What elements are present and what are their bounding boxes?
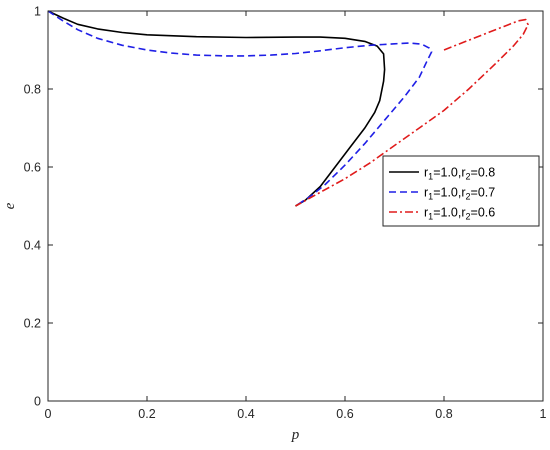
series-layer <box>47 10 529 207</box>
legend-box <box>382 155 540 227</box>
series-line-3 <box>295 18 529 207</box>
series-line-1 <box>47 10 386 207</box>
y-tick-label: 0.6 <box>24 161 41 175</box>
x-axis-label: p <box>291 427 300 443</box>
y-axis-label: e <box>2 202 18 209</box>
ticks-layer: 0 0.2 0.4 0.6 0.8 1 0 0.2 0.4 0.6 0.8 1 <box>24 5 547 422</box>
y-tick-label: 0.8 <box>24 83 41 97</box>
legend: r1=1.0,r2=0.8 r1=1.0,r2=0.7 r1=1.0,r2=0.6 <box>382 155 540 227</box>
y-tick-label: 0.4 <box>24 239 41 253</box>
x-tick-label: 0.6 <box>336 407 353 421</box>
x-tick-label: 1 <box>540 407 547 421</box>
x-tick-label: 0 <box>45 407 52 421</box>
x-tick-label: 0.8 <box>435 407 452 421</box>
x-tick-label: 0.4 <box>237 407 254 421</box>
y-tick-label: 0.2 <box>24 317 41 331</box>
series-line-2 <box>47 10 433 207</box>
legend-label-3: r1=1.0,r2=0.6 <box>424 206 495 222</box>
legend-label-2: r1=1.0,r2=0.7 <box>424 186 495 202</box>
y-tick-label: 0 <box>34 395 41 409</box>
x-tick-label: 0.2 <box>138 407 155 421</box>
y-tick-label: 1 <box>34 5 41 19</box>
plot-frame <box>47 10 544 402</box>
legend-label-1: r1=1.0,r2=0.8 <box>424 166 495 182</box>
